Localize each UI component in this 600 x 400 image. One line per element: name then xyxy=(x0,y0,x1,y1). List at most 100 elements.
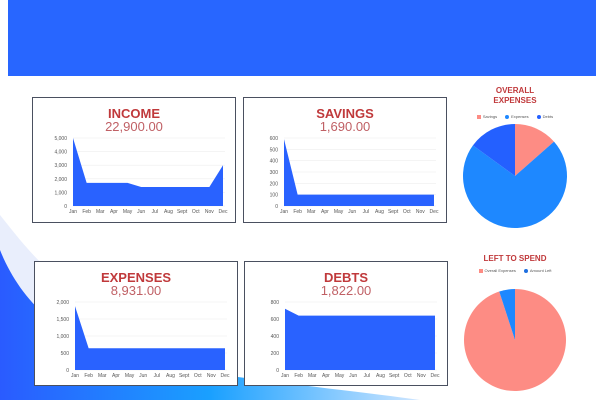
svg-text:0: 0 xyxy=(276,368,279,374)
svg-text:600: 600 xyxy=(271,317,280,323)
left-to-spend-title: LEFT TO SPEND xyxy=(483,254,547,263)
svg-text:Jul: Jul xyxy=(152,209,158,215)
legend-amount-left: Amount Left xyxy=(523,268,551,273)
svg-text:Aug: Aug xyxy=(375,209,384,215)
svg-text:Apr: Apr xyxy=(112,373,120,379)
svg-text:300: 300 xyxy=(270,170,279,176)
svg-text:Jan: Jan xyxy=(69,209,77,215)
svg-text:Dec: Dec xyxy=(221,373,230,379)
svg-text:5,000: 5,000 xyxy=(54,136,67,142)
expenses-title: EXPENSES xyxy=(100,270,172,285)
svg-text:Dec: Dec xyxy=(219,209,228,215)
svg-text:1,500: 1,500 xyxy=(56,317,69,323)
svg-text:May: May xyxy=(335,373,345,379)
svg-text:Mar: Mar xyxy=(98,373,107,379)
svg-text:200: 200 xyxy=(271,351,280,357)
svg-text:0: 0 xyxy=(275,204,278,210)
svg-text:Feb: Feb xyxy=(294,373,303,379)
svg-text:Aug: Aug xyxy=(166,373,175,379)
svg-text:500: 500 xyxy=(270,147,279,153)
svg-text:Jun: Jun xyxy=(349,373,357,379)
svg-text:500: 500 xyxy=(61,351,70,357)
svg-text:Apr: Apr xyxy=(110,209,118,215)
svg-text:Mar: Mar xyxy=(307,209,316,215)
savings-chart: 0 100 200 300 400 500 600 Jan Feb Mar Apr May Jun Jul… xyxy=(270,136,439,215)
svg-text:0: 0 xyxy=(64,204,67,210)
svg-text:Nov: Nov xyxy=(207,373,216,379)
legend-debts: Debts xyxy=(536,114,553,119)
svg-text:400: 400 xyxy=(271,334,280,340)
left-to-spend-pie: LEFT TO SPEND Overall Expenses Amount Le… xyxy=(455,250,575,400)
svg-text:Feb: Feb xyxy=(82,209,91,215)
svg-text:Mar: Mar xyxy=(96,209,105,215)
svg-text:Oct: Oct xyxy=(403,209,411,215)
svg-text:Jun: Jun xyxy=(137,209,145,215)
legend-savings: Savings xyxy=(476,114,497,119)
svg-text:400: 400 xyxy=(270,159,279,165)
svg-text:Aug: Aug xyxy=(376,373,385,379)
expenses-card: EXPENSES 8,931.00 0 500 1,000 1,500 2,000 Jan… xyxy=(34,261,238,386)
svg-text:Oct: Oct xyxy=(404,373,412,379)
svg-text:Mar: Mar xyxy=(308,373,317,379)
svg-text:Aug: Aug xyxy=(164,209,173,215)
svg-text:3,000: 3,000 xyxy=(54,163,67,169)
overall-expenses-title: OVERALL EXPENSES xyxy=(493,86,537,105)
svg-text:Jan: Jan xyxy=(281,373,289,379)
expenses-chart: 0 500 1,000 1,500 2,000 Jan Feb Mar Apr May Jun Jul… xyxy=(56,300,230,379)
legend-expenses: Expenses xyxy=(505,114,529,119)
savings-card: SAVINGS 1,690.00 0 100 200 300 400 500 600 Jan F… xyxy=(243,97,447,223)
svg-text:800: 800 xyxy=(271,300,280,306)
svg-text:Oct: Oct xyxy=(194,373,202,379)
debts-card: DEBTS 1,822.00 0 200 400 600 800 Jan Feb Mar Apr… xyxy=(244,261,448,386)
income-card: INCOME 22,900.00 0 1,000 2,000 3,000 4,000 5,… xyxy=(32,97,236,223)
savings-title: SAVINGS xyxy=(316,106,374,121)
income-chart: 0 1,000 2,000 3,000 4,000 5,000 Jan Feb Mar Apr Ma… xyxy=(54,136,228,215)
svg-text:Jan: Jan xyxy=(280,209,288,215)
svg-text:Feb: Feb xyxy=(293,209,302,215)
svg-text:Feb: Feb xyxy=(84,373,93,379)
savings-value: 1,690.00 xyxy=(319,119,371,134)
overall-expenses-legend: Savings Expenses Debts xyxy=(455,114,575,119)
svg-text:Jun: Jun xyxy=(348,209,356,215)
svg-text:1,000: 1,000 xyxy=(54,190,67,196)
svg-text:4,000: 4,000 xyxy=(54,150,67,156)
debts-value: 1,822.00 xyxy=(320,283,372,298)
svg-text:100: 100 xyxy=(270,193,279,199)
svg-text:600: 600 xyxy=(270,136,279,142)
income-value: 22,900.00 xyxy=(105,119,163,134)
svg-text:Dec: Dec xyxy=(430,209,439,215)
overall-expenses-pie-chart xyxy=(463,124,567,228)
svg-text:1,000: 1,000 xyxy=(56,334,69,340)
svg-text:May: May xyxy=(123,209,133,215)
svg-text:Nov: Nov xyxy=(416,209,425,215)
svg-text:Nov: Nov xyxy=(417,373,426,379)
svg-text:Jul: Jul xyxy=(154,373,160,379)
svg-text:Nov: Nov xyxy=(205,209,214,215)
svg-text:May: May xyxy=(334,209,344,215)
header-banner xyxy=(8,0,596,76)
svg-text:Jul: Jul xyxy=(363,209,369,215)
svg-text:Oct: Oct xyxy=(192,209,200,215)
debts-chart: 0 200 400 600 800 Jan Feb Mar Apr May Jun Jul Aug Sep… xyxy=(271,300,440,379)
svg-text:2,000: 2,000 xyxy=(56,300,69,306)
svg-text:0: 0 xyxy=(66,368,69,374)
legend-overall-expenses: Overall Expenses xyxy=(478,268,516,273)
left-to-spend-legend: Overall Expenses Amount Left xyxy=(455,268,575,273)
svg-text:Dec: Dec xyxy=(431,373,440,379)
left-to-spend-pie-chart xyxy=(464,289,566,391)
svg-text:2,000: 2,000 xyxy=(54,177,67,183)
svg-text:Jun: Jun xyxy=(139,373,147,379)
svg-text:200: 200 xyxy=(270,181,279,187)
svg-text:Sept: Sept xyxy=(388,209,399,215)
svg-text:Apr: Apr xyxy=(321,209,329,215)
svg-text:Apr: Apr xyxy=(322,373,330,379)
svg-text:May: May xyxy=(125,373,135,379)
svg-text:Jul: Jul xyxy=(364,373,370,379)
overall-expenses-pie: OVERALL EXPENSES Savings Expenses Debts xyxy=(455,84,575,234)
svg-text:Jan: Jan xyxy=(71,373,79,379)
expenses-value: 8,931.00 xyxy=(110,283,162,298)
debts-title: DEBTS xyxy=(323,270,369,285)
svg-text:Sept: Sept xyxy=(389,373,400,379)
income-title: INCOME xyxy=(108,106,160,121)
svg-text:Sept: Sept xyxy=(177,209,188,215)
